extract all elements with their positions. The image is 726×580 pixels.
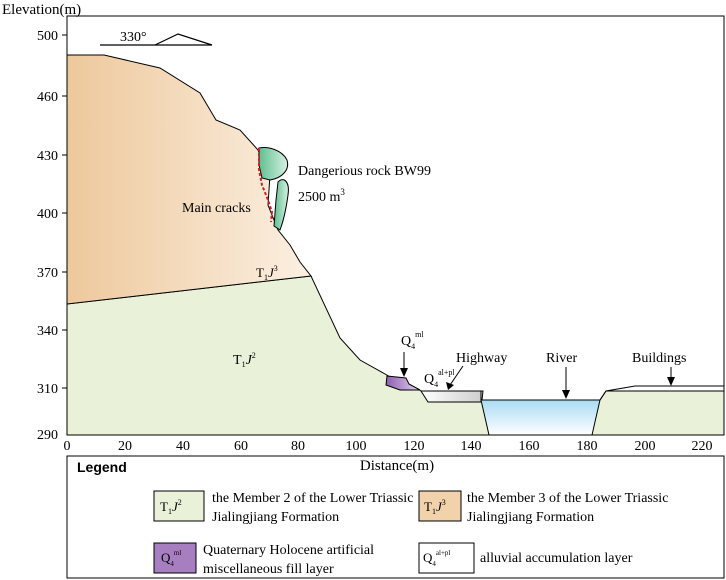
legend-box — [66, 455, 725, 579]
fill-layer-label: Q4ml — [401, 330, 424, 351]
legend-text-member3-2: Jialingjiang Formation — [467, 510, 594, 525]
member2-label: T1J2 — [233, 351, 256, 369]
river-label: River — [546, 351, 577, 366]
x-tick-label: 20 — [118, 439, 132, 454]
y-tick-label: 400 — [37, 207, 58, 222]
x-tick-label: 120 — [404, 439, 425, 454]
plot-frame — [66, 15, 725, 436]
main-cracks-label: Main cracks — [182, 201, 251, 216]
x-tick-label: 100 — [346, 439, 367, 454]
orientation-label: 330° — [120, 30, 147, 45]
legend-symbol-member3: T1J3 — [424, 498, 446, 516]
x-tick-label: 80 — [291, 439, 305, 454]
x-tick-label: 140 — [461, 439, 482, 454]
x-tick-label: 220 — [692, 439, 713, 454]
legend-swatch-fill — [153, 542, 197, 574]
x-axis-ticks: 0 20 40 60 80 100 120 140 160 180 200 22… — [64, 439, 713, 454]
x-tick-label: 60 — [234, 439, 248, 454]
fill-layer-q4ml — [385, 375, 421, 391]
legend-text-alluvial: alluvial accumulation layer — [480, 551, 633, 566]
buildings-label: Buildings — [632, 351, 686, 366]
x-tick-label: 180 — [577, 439, 598, 454]
river-body — [480, 399, 601, 436]
highway-arrow-line — [449, 365, 464, 386]
legend-swatch-member3 — [418, 490, 462, 522]
y-tick-label: 430 — [37, 149, 58, 164]
buildings-arrow-head — [667, 377, 675, 386]
y-tick-label: 370 — [37, 266, 58, 281]
highway-arrow-head — [446, 382, 454, 390]
orientation-wedge — [154, 33, 213, 46]
legend-text-fill-2: miscellaneous fill layer — [203, 562, 334, 577]
y-axis-title: Elevation(m) — [2, 2, 81, 18]
x-axis-title: Distance(m) — [360, 458, 434, 474]
y-axis-ticks: 500 460 430 400 370 340 310 290 — [37, 29, 67, 443]
highway-label: Highway — [456, 351, 507, 366]
orientation-symbol: 330° — [100, 30, 213, 46]
main-crack-line — [258, 148, 274, 223]
y-tick-label: 460 — [37, 90, 58, 105]
legend-text-member3-1: the Member 3 of the Lower Triassic — [467, 491, 668, 506]
dangerous-rock-label: Dangerious rock BW99 — [298, 164, 431, 179]
legend-swatch-member2 — [153, 490, 205, 522]
legend-text-member2-1: the Member 2 of the Lower Triassic — [212, 491, 413, 506]
y-tick-label: 500 — [37, 29, 58, 44]
y-tick-label: 340 — [37, 324, 58, 339]
x-tick-label: 40 — [176, 439, 190, 454]
y-tick-label: 310 — [37, 382, 58, 397]
x-tick-label: 200 — [635, 439, 656, 454]
dangerous-rock-block — [258, 147, 289, 181]
legend-title: Legend — [77, 459, 127, 475]
legend-text-member2-2: Jialingjiang Formation — [212, 510, 339, 525]
stratum-member2 — [66, 275, 725, 436]
river-arrow-head — [562, 390, 570, 399]
fill-arrow-head — [400, 368, 408, 377]
x-tick-label: 160 — [519, 439, 540, 454]
y-tick-label: 290 — [37, 428, 58, 443]
x-tick-label: 0 — [64, 439, 71, 454]
legend-swatch-alluvial — [418, 542, 475, 574]
rock-volume-label: 2500 m3 — [298, 187, 345, 205]
legend-text-fill-1: Quaternary Holocene artificial — [203, 543, 374, 558]
alluvial-layer — [420, 390, 482, 403]
terrain-right — [599, 385, 724, 401]
dangerous-rock-lower — [273, 179, 289, 231]
legend-symbol-member2: T1J2 — [160, 498, 182, 516]
member3-label: T1J3 — [256, 264, 278, 282]
